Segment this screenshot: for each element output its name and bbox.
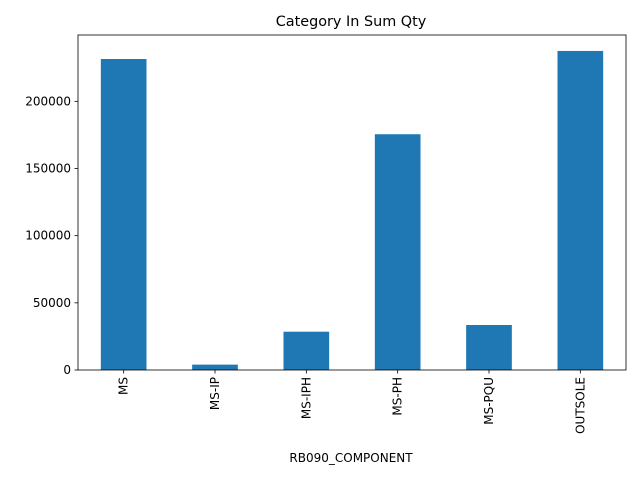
chart-title: Category In Sum Qty [276,14,427,30]
y-tick-label: 0 [63,363,71,377]
x-tick-label: MS [117,377,131,395]
x-tick-label: OUTSOLE [573,377,587,434]
bar-ms-iph [283,331,330,370]
y-tick-label: 100000 [25,229,71,243]
y-axis: 0 50000 100000 150000 200000 [25,94,78,377]
x-axis: MS MS-IP MS-IPH MS-PH MS-PQU OUTSOLE [117,370,587,434]
bar-ms-ph [374,134,421,370]
bars-group [100,50,604,370]
bar-ms [100,59,147,370]
x-tick-label: MS-IPH [299,377,313,419]
bar-ms-pqu [466,324,512,370]
x-tick-label: MS-IP [208,377,222,410]
bar-outsole [557,50,604,370]
x-axis-label: RB090_COMPONENT [289,451,413,465]
plot-frame [77,34,627,371]
y-tick-label: 150000 [25,161,71,175]
y-tick-label: 50000 [33,296,71,310]
x-tick-label: MS-PH [391,377,405,416]
x-tick-label: MS-PQU [482,377,496,425]
y-tick-label: 200000 [25,94,71,108]
bar-ms-ip [192,364,238,370]
